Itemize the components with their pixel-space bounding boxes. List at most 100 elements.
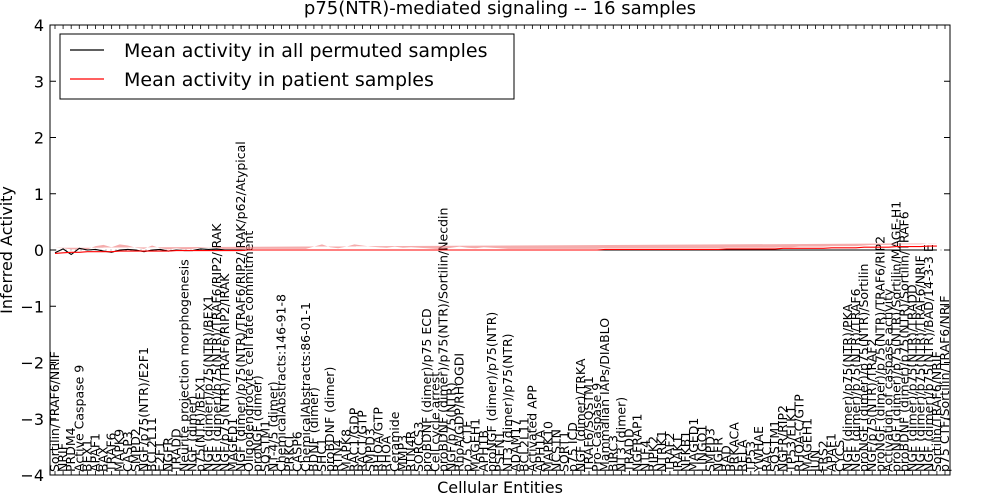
entity-label: NGF/p75(NTR)/E2F1 [136, 347, 151, 472]
entity-label: APAF1 [87, 433, 102, 472]
entity-label: BEX1 [79, 439, 94, 472]
entity-label: RAC1/GDP [346, 407, 361, 472]
entity-label: MMP3 [395, 435, 410, 472]
entity-label: PRKCI [282, 436, 297, 472]
entity-label: NT3 (dimer) [613, 397, 628, 472]
entity-label: p75 CTF/Sortilin/TRAF6/NRIF [937, 296, 952, 472]
entity-label: proNGF (dimer) [249, 375, 264, 472]
entity-label: NGFR/RIP2 [775, 405, 790, 472]
entity-label: TRAF2 [662, 432, 677, 473]
entity-label: proNGF (dimer)/p75(NTR)/Sortilin/MAGE-H1 [888, 201, 903, 472]
series-line-patient [54, 245, 937, 254]
entity-label: SQSTM1 [257, 420, 272, 472]
y-axis: 4 3 2 1 0 −1 −2 −3 −4 [20, 16, 950, 485]
entity-label: proNGF (dimer)/p75(NTR)/TRAF6/RIP2 [872, 236, 887, 472]
x-axis-ticks [54, 25, 946, 475]
chart-title: p75(NTR)-mediated signaling -- 16 sample… [304, 0, 696, 19]
entity-label: RAC1/GTP [354, 410, 369, 472]
entity-label: Activation of caspase activity [880, 288, 895, 472]
series-line-permuted [54, 247, 937, 256]
entity-label: NTF4 [638, 440, 653, 472]
entity-label: proNGF (dimer)/p75(NTR)/Sortilin [856, 264, 871, 472]
entity-label: MAPK10 [541, 421, 556, 472]
entity-label: JUN [808, 450, 823, 473]
entity-label: BAD [719, 445, 734, 472]
y-tick-label: 2 [34, 129, 44, 148]
entity-label: APH1A [532, 430, 547, 472]
entity-label: RTN4 [330, 439, 345, 472]
entity-label: Sortilin/TRAF6/NRIF [47, 351, 62, 472]
entity-label: NGF (dimer)/p75(NTR)/PKA [840, 303, 855, 472]
series-lines [54, 245, 937, 256]
legend: Mean activity in all permuted samples Me… [59, 33, 515, 100]
entity-label: NTRK1 [654, 430, 669, 472]
entity-label: FRS2 [816, 440, 831, 472]
entity-label: RhoA/GDP/RHOGDI [452, 353, 467, 472]
entity-label: BCL2L11 [144, 417, 159, 472]
entity-label: RAC1 [759, 439, 774, 472]
entity-label: Mammalian IAPs/DIABLO [597, 318, 612, 472]
entity-label: BAX [96, 446, 111, 472]
entity-label: Pro-Caspase 9 [589, 383, 604, 472]
entity-label: E2F1 [152, 441, 167, 472]
entity-label: PSEN1 [492, 431, 507, 472]
entity-label: ChemicalAbstracts:86-01-1 [298, 302, 313, 472]
entity-label: Sortilin/TRAF6/NRIF [929, 351, 944, 472]
entity-label: proBDNF (dimer)/p75(NTR)/Sortilin/TRAF6 [897, 211, 912, 472]
entity-label: RELA [735, 439, 750, 472]
entity-label: MAGEH1 [468, 418, 483, 472]
entity-label: SHC1 [314, 438, 329, 472]
entity-label: RHOA/GTP [371, 407, 386, 472]
entity-label: SORT1 [557, 431, 572, 472]
entity-label: NT-4/5 (dimer) [265, 381, 280, 472]
entity-label: NGFRAP1 [630, 414, 645, 472]
legend-label-patient: Mean activity in patient samples [124, 69, 434, 91]
entity-label: SQSTM1 [767, 420, 782, 472]
entity-label: BIRC3 [605, 435, 620, 472]
entity-label: TP53 [743, 441, 758, 473]
entity-label: LINGO1 [694, 425, 709, 472]
entity-label: NGF (dimer)/p75(NTR)/TRAF6/RIP2/IRAK [209, 223, 224, 472]
entity-label: NGF (dimer)/p75(NTR)/TRADD [905, 284, 920, 472]
entity-label: PRDM4 [63, 427, 78, 472]
entity-label: TRADD [621, 428, 636, 473]
entity-label: NGF/p75(NTR)/TRAF2 [864, 339, 879, 472]
entity-label: NGF (dimer)/p75(NTR)/BAD/14-3-3 E [921, 244, 936, 472]
x-axis-label: Cellular Entities [437, 478, 563, 497]
entity-label: RTN4R [403, 430, 418, 472]
entity-label: TRAF6/SQSTM1 [581, 376, 596, 473]
entity-label: CYCS [832, 440, 847, 472]
entity-label: ADAM17 [508, 419, 523, 472]
entity-label: SORCS3 [411, 422, 426, 472]
y-tick-label: −2 [20, 354, 44, 373]
y-tick-label: −4 [20, 466, 44, 485]
entity-label: MAGED1 [225, 418, 240, 472]
entity-label: Activated APP [524, 385, 539, 472]
entity-label: NGF (dimer)/p75(NTR)/TRAF6/NRIF [913, 255, 928, 472]
legend-label-permuted: Mean activity in all permuted samples [124, 40, 487, 62]
entity-label: RHOA [379, 435, 394, 472]
entity-label: TRADD [168, 428, 183, 473]
entity-label: NGF (dimer)/p75(NTR)/TRAF6/RIP2/IRAK/p62… [233, 141, 248, 472]
entity-label: NRIF [55, 443, 70, 472]
entity-label: MAGED1 [686, 418, 701, 472]
y-tick-label: 0 [34, 241, 44, 260]
entity-label: p75 CTF [460, 421, 475, 472]
entity-label: p75(NTR)/BEX1 [193, 376, 208, 472]
entity-label: SMPD3 [702, 428, 717, 472]
entity-label: NGF (dimer) [185, 396, 200, 472]
entity-label: TP53/ELK1 [783, 406, 798, 473]
entity-label: CASP6 [290, 431, 305, 472]
entity-label: RHOA-C/GTP [791, 394, 806, 472]
entity-label: Active Caspase 9 [71, 365, 86, 472]
entity-label: BDNF (dimer) [306, 387, 321, 472]
entity-label: NT3 (dimer)/p75(NTR) [500, 333, 515, 472]
y-axis-label: Inferred Activity [0, 186, 16, 314]
entity-label: NFKB1 [678, 431, 693, 472]
entity-label: Oligodendrocyte cell fate commitment [241, 231, 256, 472]
y-tick-label: 4 [34, 16, 44, 35]
entity-label: TRAF6 [104, 432, 119, 473]
entity-label: ChemicalAbstracts:146-91-8 [274, 294, 289, 472]
entity-label: PRKACA [727, 422, 742, 472]
patient-confidence-band [55, 243, 937, 250]
